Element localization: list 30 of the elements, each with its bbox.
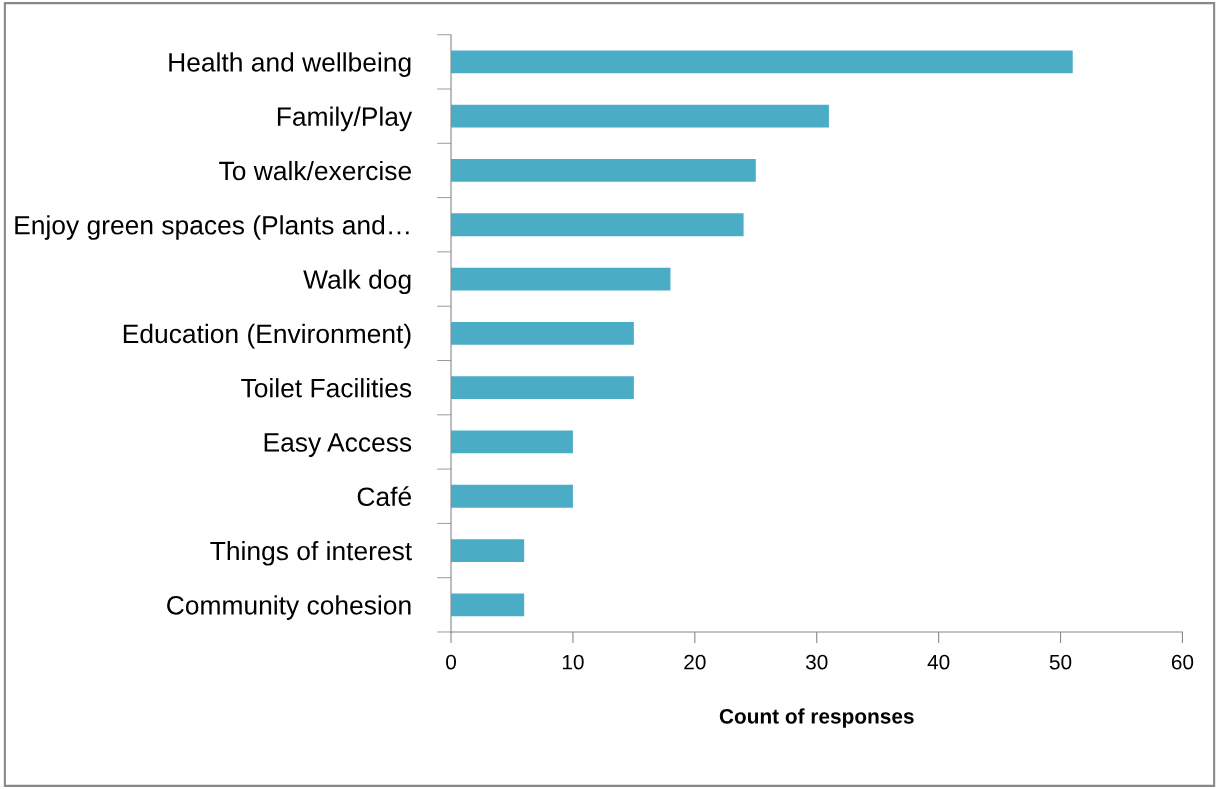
bar [451,484,573,508]
x-tick-label: 50 [1049,654,1072,670]
x-tick-label: 60 [1171,654,1194,670]
x-tick-label: 10 [562,654,584,670]
y-tick-label: Things of interest [210,540,412,566]
y-tick-label: Enjoy green spaces (Plants and… [15,215,409,240]
bar [451,539,525,562]
y-tick-label: Community cohesion [167,595,411,620]
x-tick-label: 20 [684,654,706,670]
y-tick-label: Easy Access [264,433,412,457]
bar [451,159,756,182]
x-axis-title: Count of responses [719,708,914,728]
x-tick-label: 0 [446,654,457,670]
x-tick-label: 40 [927,654,950,670]
y-tick-label: Café [357,486,411,507]
y-tick-label: Walk dog [303,269,411,295]
bar [451,430,573,454]
y-tick-label: Toilet Facilities [241,378,412,398]
x-tick-label: 30 [805,654,828,670]
y-tick-label: Family/Play [277,106,413,132]
bar [451,267,671,291]
bar [451,50,1073,74]
bar [451,321,634,345]
bar [451,376,634,400]
y-tick-label: To walk/exercise [219,160,411,181]
y-tick-label: Health and wellbeing [169,52,411,77]
bar [451,213,744,237]
y-tick-label: Education (Environment) [123,323,411,349]
bar [451,593,525,617]
bar [451,104,829,128]
